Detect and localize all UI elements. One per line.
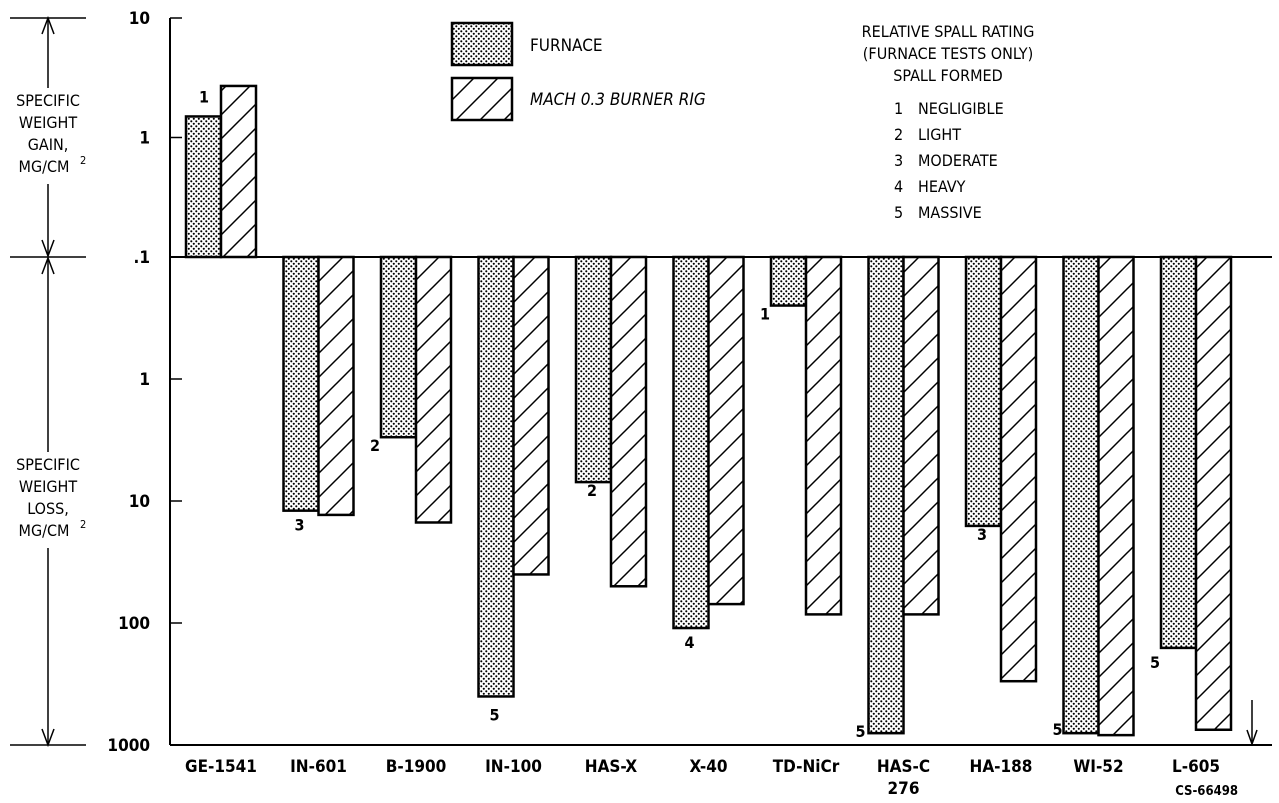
spall-rating-9: 5 — [1052, 720, 1062, 739]
bar-burner-0 — [219, 84, 258, 259]
bar-furnace-1 — [282, 255, 320, 512]
bar-burner-9 — [1097, 255, 1135, 737]
spall-rating-6: 1 — [760, 305, 770, 324]
spall-legend-title-3: SPALL FORMED — [893, 66, 1002, 85]
bar-furnace-4 — [574, 255, 613, 484]
bar-burner-3 — [512, 255, 550, 576]
gain-axis-label: SPECIFIC WEIGHT GAIN, MG/CM 2 — [2, 88, 98, 184]
spall-item-1-label: NEGLIGIBLE — [918, 99, 1004, 118]
legend-burner-swatch — [450, 76, 514, 122]
spall-item-1-num: 1 — [894, 99, 903, 118]
bars: 1 3 2 5 2 4 1 5 3 5 5 — [184, 84, 1258, 747]
legend-furnace-label: FURNACE — [530, 36, 603, 56]
y-tick-label-loss-1: 10 — [129, 492, 150, 512]
spall-item-3-label: MODERATE — [918, 151, 998, 170]
offscale-arrowhead — [1246, 729, 1258, 747]
loss-label-line4: MG/CM — [19, 521, 70, 540]
spall-rating-0: 1 — [199, 87, 209, 106]
spall-rating-1: 3 — [294, 516, 304, 535]
figure-code: CS-66498 — [1175, 784, 1238, 799]
bar-furnace-9 — [1062, 255, 1100, 735]
category-label-7: HAS-C — [877, 757, 930, 777]
category-label-10: L-605 — [1172, 757, 1220, 777]
gain-label-line4: MG/CM — [19, 157, 70, 176]
bar-burner-10 — [1194, 255, 1233, 732]
loss-arrowhead-top — [41, 255, 55, 275]
gain-label-superscript: 2 — [80, 154, 86, 167]
spall-item-2-num: 2 — [894, 125, 903, 144]
gain-label-line3: GAIN, — [28, 135, 69, 154]
spall-rating-2: 2 — [370, 436, 380, 455]
category-label-4: HAS-X — [585, 757, 638, 777]
bar-furnace-8 — [964, 255, 1003, 528]
loss-label-line1: SPECIFIC — [16, 455, 80, 474]
gain-label-line2: WEIGHT — [19, 113, 78, 132]
bar-furnace-6 — [769, 255, 808, 307]
spall-rating-7: 5 — [855, 722, 865, 741]
spall-legend: RELATIVE SPALL RATING (FURNACE TESTS ONL… — [862, 22, 1035, 222]
bar-burner-1 — [317, 255, 355, 517]
loss-label-superscript: 2 — [80, 518, 86, 531]
category-labels: GE-1541 IN-601 B-1900 IN-100 HAS-X X-40 TD-NiC… — [185, 757, 1220, 799]
legend-furnace-swatch — [450, 21, 514, 67]
loss-label-line2: WEIGHT — [19, 477, 78, 496]
spall-rating-3: 5 — [489, 705, 499, 724]
loss-label-line3: LOSS, — [27, 499, 69, 518]
y-tick-label-loss-2: 100 — [118, 614, 150, 634]
spall-item-3-num: 3 — [894, 151, 903, 170]
bar-furnace-0 — [184, 115, 223, 259]
spall-rating-5: 4 — [684, 633, 694, 652]
category-label-2: B-1900 — [386, 757, 447, 777]
bar-burner-8 — [999, 255, 1038, 683]
bar-furnace-3 — [477, 255, 515, 698]
y-tick-label-gain-1: 1 — [139, 129, 150, 149]
legend-burner-label: MACH 0.3 BURNER RIG — [530, 90, 706, 110]
bar-burner-2 — [414, 255, 453, 524]
bar-burner-4 — [609, 255, 648, 588]
spall-rating-8: 3 — [977, 525, 987, 544]
category-label-8: HA-188 — [970, 757, 1033, 777]
bar-burner-5 — [707, 255, 745, 606]
spall-item-4-num: 4 — [894, 177, 903, 196]
spall-legend-title-1: RELATIVE SPALL RATING — [862, 22, 1035, 41]
category-label-3: IN-100 — [485, 757, 542, 777]
category-label-9: WI-52 — [1073, 757, 1123, 777]
spall-item-2-label: LIGHT — [918, 125, 961, 144]
spall-legend-title-2: (FURNACE TESTS ONLY) — [863, 44, 1033, 63]
gain-label-line1: SPECIFIC — [16, 91, 80, 110]
bar-furnace-5 — [672, 255, 710, 630]
category-label-7-line1: 276 — [888, 779, 920, 799]
category-label-1: IN-601 — [290, 757, 347, 777]
y-tick-label-gain-2: .1 — [134, 248, 150, 268]
spall-rating-4: 2 — [587, 481, 597, 500]
y-tick-label-loss-3: 1000 — [107, 736, 150, 756]
legend: FURNACE MACH 0.3 BURNER RIG — [450, 21, 706, 122]
spall-rating-10: 5 — [1150, 653, 1160, 672]
y-tick-label-loss-0: 1 — [139, 370, 150, 390]
y-ticks: 10 1 .1 1 10 100 1000 — [107, 9, 182, 756]
y-tick-label-gain-0: 10 — [129, 9, 150, 29]
bar-furnace-10 — [1159, 255, 1198, 650]
category-label-6: TD-NiCr — [773, 757, 840, 777]
spall-item-4-label: HEAVY — [918, 177, 966, 196]
bar-burner-7 — [902, 255, 940, 616]
loss-axis-label: SPECIFIC WEIGHT LOSS, MG/CM 2 — [2, 452, 98, 548]
bar-furnace-7 — [867, 255, 905, 735]
category-label-5: X-40 — [689, 757, 727, 777]
bar-furnace-2 — [379, 255, 418, 439]
category-label-0: GE-1541 — [185, 757, 257, 777]
bar-burner-6 — [804, 255, 843, 616]
spall-item-5-label: MASSIVE — [918, 203, 982, 222]
spall-item-5-num: 5 — [894, 203, 903, 222]
